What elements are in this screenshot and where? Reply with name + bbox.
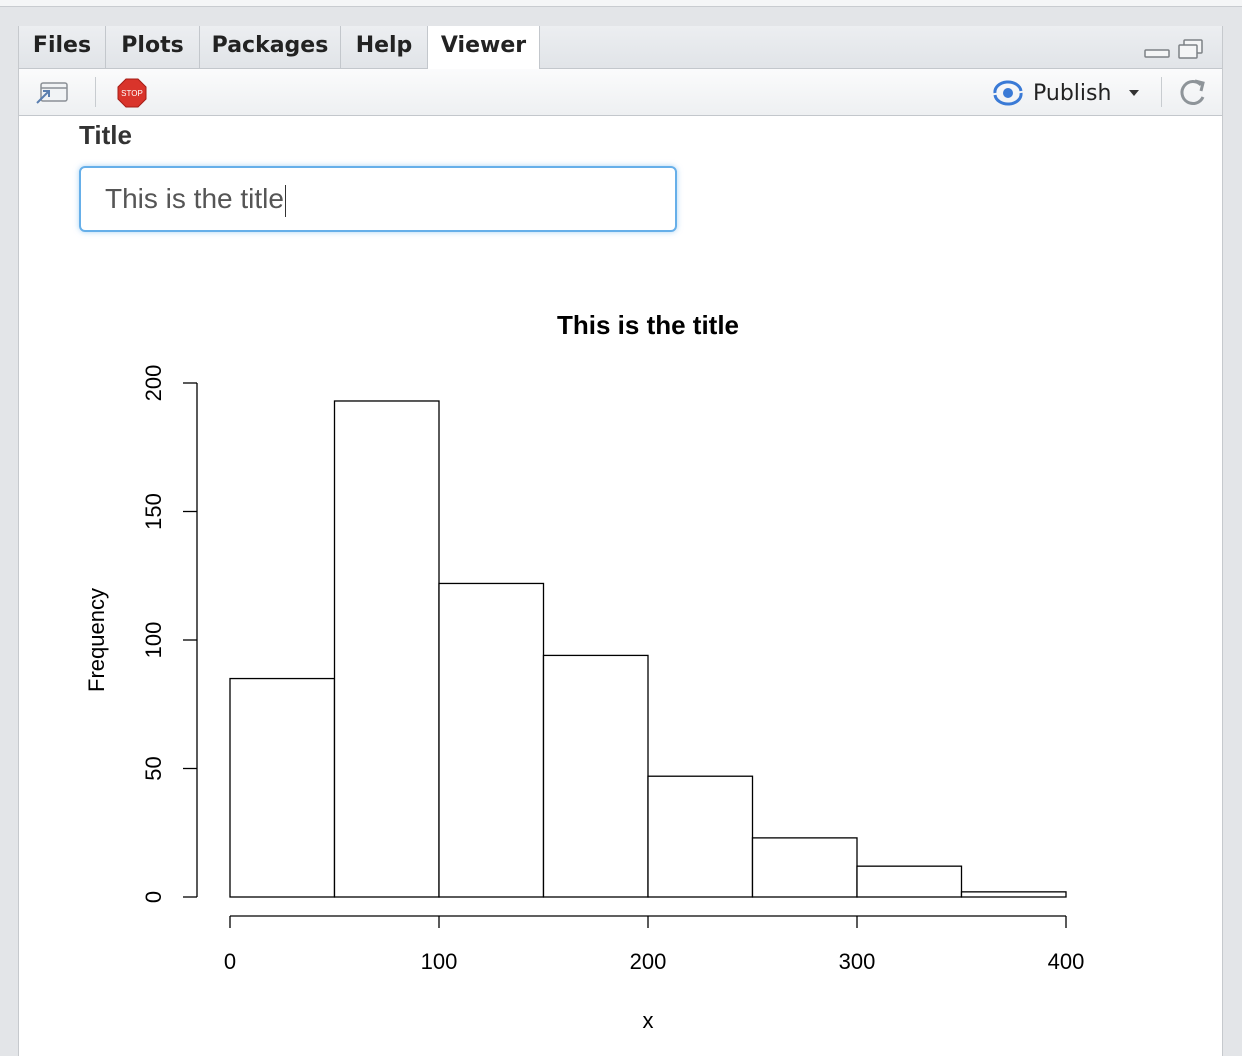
title-input[interactable]: This is the title <box>79 166 677 232</box>
y-tick-label: 200 <box>141 365 166 402</box>
tab-packages[interactable]: Packages <box>200 26 341 68</box>
tab-files[interactable]: Files <box>19 26 106 68</box>
chart-title: This is the title <box>557 310 739 340</box>
histogram-bar <box>751 837 858 898</box>
histogram-bar <box>647 775 754 898</box>
pane-tab-bar: Files Plots Packages Help Viewer <box>19 26 1222 70</box>
minimize-pane-icon[interactable] <box>1143 38 1171 60</box>
histogram-chart: This is the title 0 100 200 300 400 x 0 50 100 150… <box>84 310 1085 1033</box>
tab-viewer[interactable]: Viewer <box>428 26 540 70</box>
histogram-bar <box>856 865 963 898</box>
toolbar-separator <box>1161 77 1162 107</box>
x-tick-label: 400 <box>1048 949 1085 974</box>
viewer-toolbar: STOP Publish <box>19 69 1222 116</box>
x-axis-label: x <box>643 1008 654 1033</box>
publish-label: Publish <box>1033 80 1112 106</box>
x-tick-label: 300 <box>839 949 876 974</box>
show-in-new-window-icon[interactable] <box>35 79 71 107</box>
publish-button[interactable]: Publish <box>991 77 1140 109</box>
y-tick-label: 100 <box>141 622 166 659</box>
y-axis-label: Frequency <box>84 588 109 692</box>
y-tick-label: 50 <box>141 756 166 780</box>
histogram-bar <box>333 400 440 898</box>
title-input-value: This is the title <box>105 183 284 214</box>
histogram-bar <box>229 677 336 898</box>
x-tick-label: 0 <box>224 949 236 974</box>
refresh-icon[interactable] <box>1177 77 1209 109</box>
title-input-label: Title <box>79 120 132 150</box>
x-tick-label: 200 <box>630 949 667 974</box>
text-cursor <box>284 184 286 217</box>
svg-text:STOP: STOP <box>121 89 143 98</box>
viewer-content: Title This is the title This is the titl… <box>19 116 1222 1056</box>
histogram-bar <box>542 654 649 898</box>
stop-icon[interactable]: STOP <box>117 78 147 108</box>
toolbar-separator <box>95 77 96 107</box>
publish-icon <box>993 80 1023 106</box>
viewer-pane: Files Plots Packages Help Viewer STOP <box>18 26 1223 1056</box>
window-top-strip <box>0 0 1242 7</box>
y-tick-label: 0 <box>141 891 166 903</box>
chevron-down-icon[interactable] <box>1129 90 1140 96</box>
pane-splitter[interactable] <box>1222 26 1242 1048</box>
histogram-bar <box>438 582 545 898</box>
y-tick-label: 150 <box>141 493 166 530</box>
tab-plots[interactable]: Plots <box>106 26 200 68</box>
maximize-pane-icon[interactable] <box>1177 38 1205 60</box>
histogram-bar <box>960 891 1067 898</box>
x-tick-label: 100 <box>421 949 458 974</box>
tab-help[interactable]: Help <box>341 26 428 68</box>
